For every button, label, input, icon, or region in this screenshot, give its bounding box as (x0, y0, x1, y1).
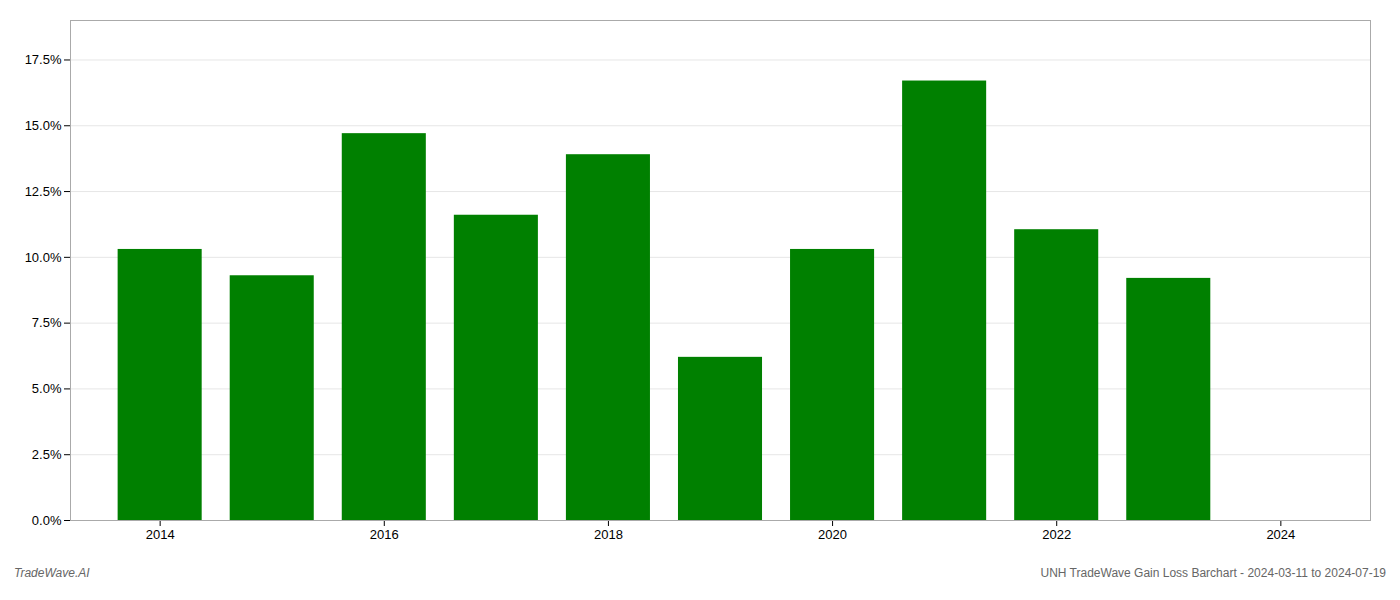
svg-text:2.5%: 2.5% (32, 447, 62, 462)
svg-text:2018: 2018 (594, 527, 623, 542)
html-text:TradeWave.AI: TradeWave.AI (14, 566, 90, 580)
svg-text:2024: 2024 (1266, 527, 1295, 542)
svg-text:17.5%: 17.5% (25, 52, 62, 67)
svg-text:12.5%: 12.5% (25, 184, 62, 199)
svg-text:2014: 2014 (146, 527, 175, 542)
svg-text:2020: 2020 (818, 527, 847, 542)
svg-text:7.5%: 7.5% (32, 315, 62, 330)
svg-text:2022: 2022 (1042, 527, 1071, 542)
svg-text:0.0%: 0.0% (32, 513, 62, 528)
svg-text:5.0%: 5.0% (32, 381, 62, 396)
svg-text:2016: 2016 (370, 527, 399, 542)
svg-text:15.0%: 15.0% (25, 118, 62, 133)
svg-text:10.0%: 10.0% (25, 250, 62, 265)
html-text:UNH TradeWave Gain Loss Barcha: UNH TradeWave Gain Loss Barchart - 2024-… (1040, 566, 1386, 580)
